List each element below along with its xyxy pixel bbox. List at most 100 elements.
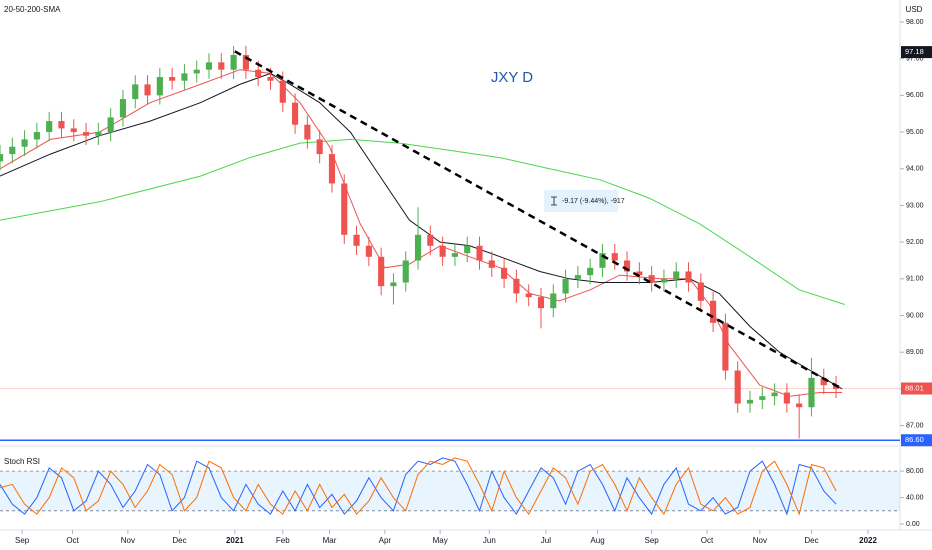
candle-body <box>255 69 262 78</box>
candle-body <box>21 139 28 147</box>
y-tick-label: 95.00 <box>906 129 924 136</box>
y-tick-label: 90.00 <box>906 312 924 319</box>
candle-body <box>144 84 151 96</box>
candle-body <box>832 385 840 389</box>
candle-body <box>242 55 249 70</box>
x-tick-label: Dec <box>172 536 186 545</box>
y-tick-label: 0.00 <box>906 521 920 528</box>
candle-body <box>169 77 176 81</box>
candle-body <box>783 392 790 404</box>
price-label: 86.60 <box>905 435 924 444</box>
currency-label: USD <box>906 5 923 14</box>
measure-box: -9.17 (-9.44%), -917 <box>544 190 625 212</box>
sma-line <box>0 69 843 397</box>
candle-body <box>95 132 102 136</box>
candle-body <box>710 300 717 323</box>
x-tick-label: Nov <box>753 536 767 545</box>
candle-body <box>341 183 348 235</box>
candle-body <box>623 260 631 272</box>
candle-body <box>660 278 668 283</box>
x-tick-label: 2022 <box>859 536 877 545</box>
chart-title: JXY D <box>491 69 533 86</box>
candle-body <box>636 271 643 276</box>
candle-body <box>119 99 127 118</box>
candle-body <box>464 245 471 254</box>
candle-body <box>562 278 569 294</box>
candle-body <box>193 69 200 74</box>
candle-body <box>697 282 704 301</box>
candle-body <box>316 139 323 155</box>
x-tick-label: Sep <box>645 536 660 545</box>
x-tick-label: Oct <box>66 536 79 545</box>
price-label: 97.18 <box>905 47 924 56</box>
candle-body <box>759 396 766 400</box>
candle-body <box>525 293 532 298</box>
candle-body <box>648 275 655 283</box>
y-tick-label: 40.00 <box>906 494 924 501</box>
candle-body <box>156 77 163 96</box>
y-tick-label: 93.00 <box>906 202 924 209</box>
candle-body <box>402 260 409 283</box>
y-tick-label: 89.00 <box>906 349 924 356</box>
sma-line <box>0 72 843 390</box>
candle-body <box>808 377 815 408</box>
candle-body <box>205 62 213 70</box>
x-tick-label: Feb <box>276 536 290 545</box>
candle-body <box>414 234 422 261</box>
candle-body <box>587 267 594 276</box>
candle-body <box>46 121 53 133</box>
x-tick-label: May <box>433 536 448 545</box>
x-tick-label: Jun <box>483 536 496 545</box>
band-fill <box>0 471 900 511</box>
candle-body <box>488 260 495 268</box>
candle-body <box>70 128 77 133</box>
candle-body <box>390 282 397 287</box>
x-tick-label: Dec <box>804 536 818 545</box>
candle-body <box>746 399 754 404</box>
measure-box-bg <box>544 190 618 212</box>
y-tick-label: 80.00 <box>906 468 924 475</box>
y-tick-label: 94.00 <box>906 166 924 173</box>
candle-body <box>501 267 508 279</box>
y-tick-label: 87.00 <box>906 422 924 429</box>
x-tick-label: Aug <box>590 536 604 545</box>
candle-body <box>685 271 692 283</box>
trend-line <box>234 50 843 390</box>
x-tick-label: Oct <box>701 536 714 545</box>
x-tick-label: 2021 <box>226 536 244 545</box>
y-tick-label: 98.00 <box>906 19 924 26</box>
candle-body <box>267 77 274 81</box>
candle-body <box>353 234 360 246</box>
candle-body <box>304 124 311 140</box>
candle-body <box>328 154 336 184</box>
measure-icon <box>551 196 557 206</box>
sma-line <box>0 138 845 305</box>
candle-body <box>820 377 827 386</box>
measure-text: -9.17 (-9.44%), -917 <box>562 198 625 205</box>
candle-body <box>451 253 458 257</box>
candle-body <box>771 392 778 397</box>
candle-body <box>218 62 225 70</box>
candle-body <box>107 117 114 133</box>
candle-body <box>439 245 446 257</box>
candle-body <box>292 102 299 125</box>
y-tick-label: 92.00 <box>906 239 924 246</box>
y-tick-label: 91.00 <box>906 276 924 283</box>
candle-body <box>513 278 520 294</box>
candle-body <box>574 275 581 279</box>
candle-body <box>796 403 803 408</box>
candle-body <box>599 253 606 268</box>
stoch-line <box>0 457 837 516</box>
candle-body <box>0 154 4 162</box>
price-label-bg <box>901 46 932 59</box>
candle-body <box>230 55 237 70</box>
candle-body <box>181 73 188 81</box>
x-tick-label: Mar <box>323 536 337 545</box>
candle-body <box>378 256 385 287</box>
stoch-line <box>0 457 837 516</box>
candle-body <box>33 132 40 140</box>
candle-body <box>734 370 741 404</box>
price-label-bg <box>901 434 932 447</box>
x-tick-label: Jul <box>541 536 551 545</box>
